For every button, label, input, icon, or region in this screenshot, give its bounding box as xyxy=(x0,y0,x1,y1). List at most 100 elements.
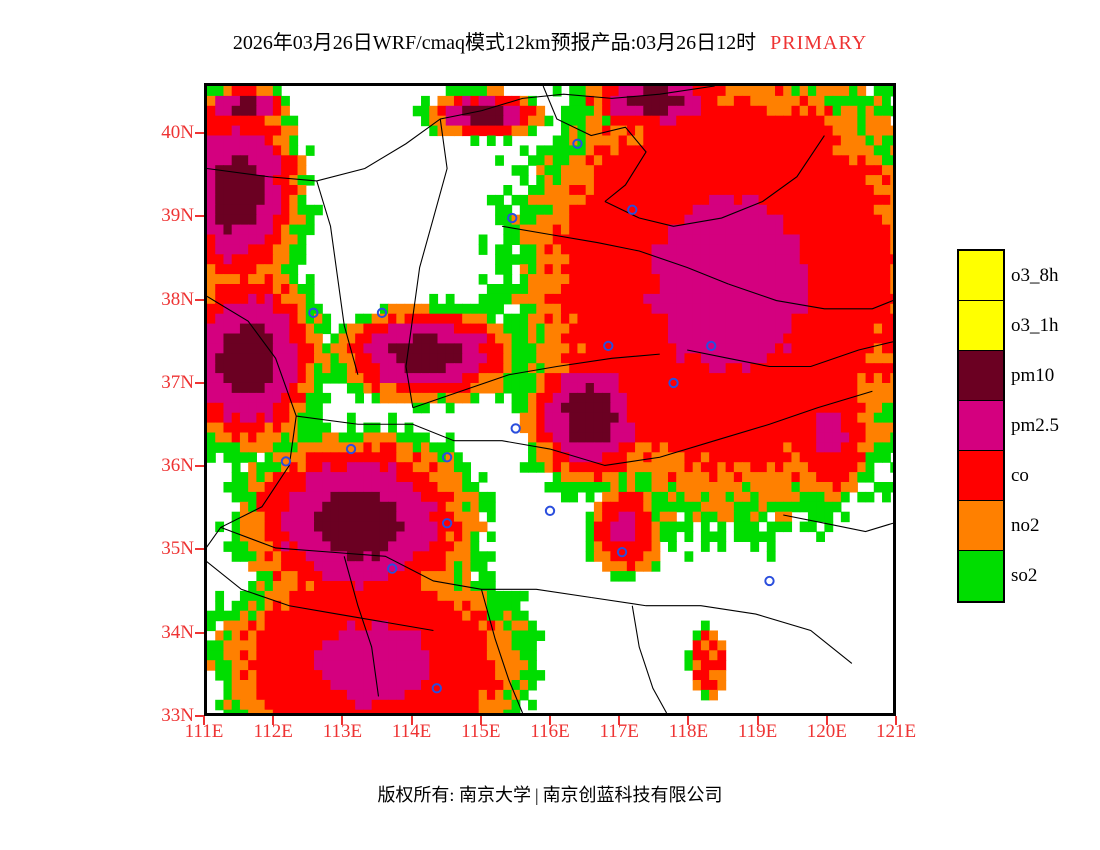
station-marker[interactable] xyxy=(627,204,638,215)
map-grid-cell xyxy=(297,491,307,503)
map-grid-cell xyxy=(840,462,850,473)
map-grid-cell xyxy=(577,333,587,344)
map-grid-cell xyxy=(396,640,406,651)
station-marker[interactable] xyxy=(603,340,614,352)
map-grid-cell xyxy=(495,333,504,344)
station-marker[interactable] xyxy=(387,563,398,574)
map-grid-cell xyxy=(643,412,653,424)
legend-item-so2[interactable]: so2 xyxy=(959,551,1037,601)
map-grid-cell xyxy=(676,185,686,196)
station-marker[interactable] xyxy=(441,452,453,463)
map-grid-cell xyxy=(437,630,447,641)
map-grid-cell xyxy=(799,194,809,206)
map-grid-cell xyxy=(791,234,801,245)
map-grid-cell xyxy=(717,472,727,483)
legend-item-pm25[interactable]: pm2.5 xyxy=(959,401,1059,451)
station-marker[interactable] xyxy=(616,546,628,558)
map-grid-cell xyxy=(388,363,397,374)
map-grid-cell xyxy=(330,373,340,384)
station-marker[interactable] xyxy=(280,456,292,467)
map-grid-cell xyxy=(272,511,282,523)
legend-item-pm10[interactable]: pm10 xyxy=(959,351,1054,401)
map-grid-cell xyxy=(478,293,488,305)
map-grid-cell xyxy=(857,115,867,127)
map-grid-cell xyxy=(289,660,299,671)
map-grid-cell xyxy=(330,630,340,641)
legend-panel[interactable]: o3_8h o3_1h pm10 pm2.5 co no2 so2 xyxy=(957,249,1059,603)
map-grid-cell xyxy=(536,412,546,424)
station-marker[interactable] xyxy=(572,138,583,149)
map-grid-cell xyxy=(700,254,710,265)
map-grid-cell xyxy=(223,630,233,641)
legend-item-o31h[interactable]: o3_1h xyxy=(959,301,1059,351)
legend-item-co[interactable]: co xyxy=(959,451,1029,501)
map-grid-cell xyxy=(840,185,850,196)
map-grid-cell xyxy=(816,303,825,315)
station-marker[interactable] xyxy=(544,505,556,516)
map-grid-cell xyxy=(297,333,307,344)
map-grid-cell xyxy=(396,452,406,463)
map-grid-cell xyxy=(429,660,439,671)
legend-item-no2[interactable]: no2 xyxy=(959,501,1040,551)
map-grid-cell xyxy=(700,293,710,305)
map-grid-cell xyxy=(676,125,686,137)
map-grid-cell xyxy=(635,105,644,117)
map-grid-cell xyxy=(248,482,257,493)
map-grid-cell xyxy=(602,125,611,137)
map-grid-cell xyxy=(807,432,817,443)
map-grid-cell xyxy=(536,353,546,364)
map-grid-cell xyxy=(659,185,669,196)
station-marker[interactable] xyxy=(507,212,518,224)
station-marker[interactable] xyxy=(431,683,442,694)
map-grid-cell xyxy=(396,491,406,503)
map-grid-cell xyxy=(717,204,727,216)
map-grid-cell xyxy=(281,590,290,602)
map-grid-cell xyxy=(750,224,760,236)
station-marker[interactable] xyxy=(668,377,679,389)
map-grid-cell xyxy=(626,382,636,394)
y-axis-tick-mark xyxy=(195,631,204,634)
map-plot-area[interactable] xyxy=(204,83,896,716)
map-grid-cell xyxy=(281,571,290,582)
map-grid-cell xyxy=(511,660,521,671)
station-marker[interactable] xyxy=(510,423,521,434)
map-grid-cell xyxy=(215,293,225,305)
map-grid-cell xyxy=(412,699,422,711)
map-grid-cell xyxy=(495,95,504,107)
station-marker[interactable] xyxy=(441,518,453,529)
map-grid-cell xyxy=(231,482,241,493)
map-grid-cell xyxy=(511,610,521,622)
map-grid-cell xyxy=(536,363,546,374)
map-grid-cell xyxy=(486,333,496,344)
map-grid-cell xyxy=(355,561,364,572)
map-grid-cell xyxy=(832,452,842,463)
map-grid-cell xyxy=(486,571,496,582)
map-grid-cell xyxy=(412,501,422,513)
map-grid-cell xyxy=(742,135,751,146)
station-marker[interactable] xyxy=(376,307,388,318)
map-grid-cell xyxy=(602,323,611,335)
map-grid-cell xyxy=(816,214,825,226)
map-grid-cell xyxy=(445,382,455,394)
map-grid-cell xyxy=(231,145,241,156)
map-grid-cell xyxy=(865,432,875,443)
map-grid-cell xyxy=(799,482,809,493)
station-marker[interactable] xyxy=(345,443,357,455)
station-marker[interactable] xyxy=(308,307,319,318)
map-grid-cell xyxy=(486,709,496,713)
station-marker[interactable] xyxy=(764,575,775,587)
map-grid-cell xyxy=(388,373,397,384)
map-grid-cell xyxy=(816,363,825,374)
map-grid-cell xyxy=(882,333,891,344)
legend-item-o38h[interactable]: o3_8h xyxy=(959,251,1059,301)
station-marker[interactable] xyxy=(706,340,717,352)
map-grid-cell xyxy=(486,382,496,394)
map-grid-cell xyxy=(766,402,776,414)
map-grid-cell xyxy=(692,432,702,443)
map-grid-cell xyxy=(223,333,233,344)
map-grid-cell xyxy=(223,442,233,453)
map-grid-cell xyxy=(215,422,225,434)
map-grid-cell xyxy=(528,699,537,711)
map-grid-cell xyxy=(873,412,883,424)
map-grid-cell xyxy=(725,323,735,335)
